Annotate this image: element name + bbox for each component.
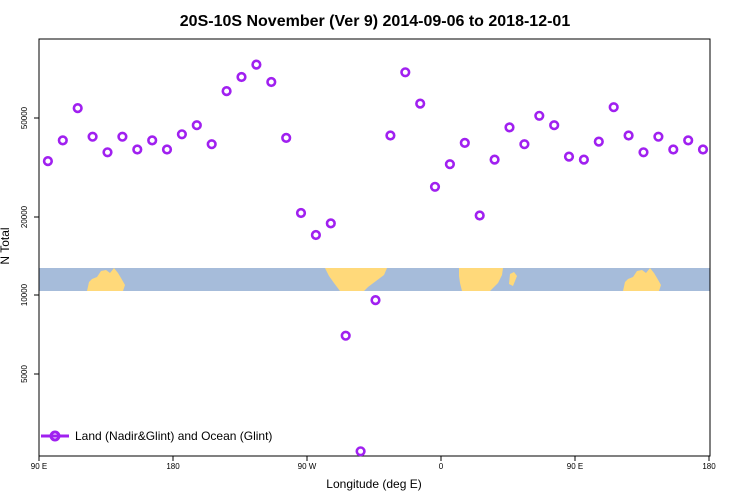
data-point (638, 147, 649, 158)
data-point (176, 129, 187, 140)
y-tick-label: 10000 (20, 283, 29, 306)
data-point (385, 130, 396, 141)
data-point (355, 446, 366, 457)
data-point (683, 135, 694, 146)
x-tick-label: 90 W (298, 462, 317, 471)
data-point (102, 147, 113, 158)
data-point (489, 154, 500, 165)
y-tick-label: 20000 (20, 205, 29, 228)
data-point (325, 218, 336, 229)
data-point (87, 131, 98, 142)
data-point (444, 159, 456, 170)
data-point (281, 132, 292, 143)
data-point (310, 229, 322, 241)
map-land-africa (459, 268, 503, 291)
data-point (117, 131, 128, 142)
map-strip (39, 268, 710, 291)
legend-label: Land (Nadir&Glint) and Ocean (Glint) (75, 429, 272, 443)
map-land-australia-right (623, 268, 661, 291)
data-point (266, 76, 277, 88)
data-point (697, 144, 709, 155)
data-point (459, 137, 470, 148)
map-land-madagascar (509, 272, 517, 286)
data-point (147, 135, 158, 146)
x-axis: 90 E 180 90 W 0 90 E 180 Longitude (deg … (31, 456, 716, 491)
data-point (206, 139, 217, 150)
data-point (668, 144, 679, 155)
legend-marker (49, 430, 61, 442)
data-point (251, 59, 262, 70)
x-tick-label: 90 E (31, 462, 47, 471)
data-point (370, 295, 381, 306)
data-point (504, 122, 515, 133)
data-point (132, 144, 143, 155)
y-axis-label: N Total (0, 227, 12, 264)
data-point (42, 156, 54, 167)
data-point (340, 330, 351, 341)
data-point (608, 102, 619, 113)
data-points (42, 59, 709, 457)
y-tick-label: 50000 (20, 106, 29, 129)
data-point (563, 151, 575, 162)
data-point (593, 136, 604, 147)
map-land-south-america (325, 268, 387, 291)
plot-frame (38, 38, 711, 457)
x-tick-label: 180 (702, 462, 716, 471)
legend: Land (Nadir&Glint) and Ocean (Glint) (41, 429, 272, 443)
data-point (578, 154, 590, 165)
x-axis-label: Longitude (deg E) (326, 477, 421, 491)
data-point (653, 131, 664, 142)
x-tick-label: 180 (166, 462, 180, 471)
x-tick-label: 90 E (567, 462, 583, 471)
data-point (415, 98, 426, 109)
data-point (534, 110, 545, 121)
data-point (221, 85, 232, 97)
data-point (474, 210, 485, 221)
y-tick-label: 5000 (20, 365, 29, 383)
data-point (57, 135, 68, 146)
data-point (623, 130, 634, 141)
y-axis: 5000 10000 20000 50000 N Total (0, 106, 39, 383)
data-point (400, 67, 411, 78)
data-point (161, 144, 173, 155)
data-point (191, 120, 202, 131)
data-point (236, 71, 247, 83)
data-point (295, 207, 307, 219)
map-land-australia-left (87, 268, 125, 291)
data-point (549, 120, 560, 131)
x-tick-label: 0 (439, 462, 444, 471)
data-point (429, 181, 441, 192)
data-point (72, 102, 83, 114)
chart-title: 20S-10S November (Ver 9) 2014-09-06 to 2… (180, 13, 571, 30)
data-point (519, 139, 530, 150)
